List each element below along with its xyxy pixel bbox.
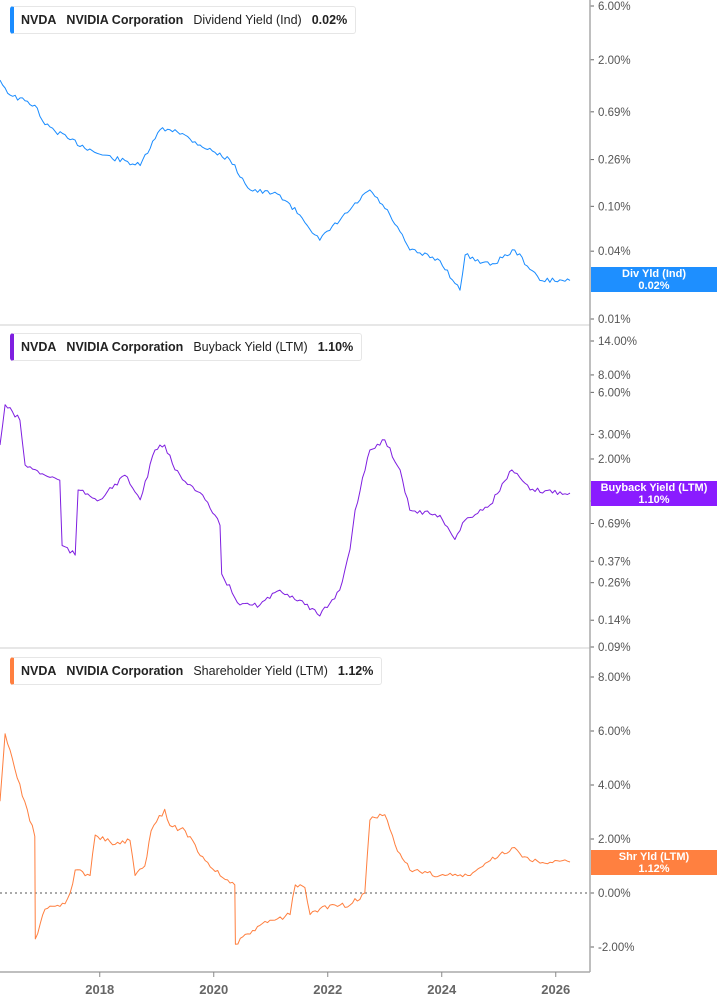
y-tick-label: 2.00% bbox=[598, 55, 631, 67]
legend-company: NVIDIA Corporation bbox=[66, 340, 184, 354]
y-tick-label: 0.14% bbox=[598, 615, 631, 627]
legend-buyback-yield: NVDA NVIDIA Corporation Buyback Yield (L… bbox=[10, 333, 363, 361]
series-line bbox=[0, 733, 571, 945]
y-tick-label: 0.26% bbox=[598, 578, 631, 590]
badge-value: 1.12% bbox=[638, 863, 670, 875]
legend-ticker: NVDA bbox=[21, 664, 57, 678]
legend-metric: Shareholder Yield (LTM) bbox=[193, 664, 328, 678]
badge-shareholder-yield: Shr Yld (LTM) 1.12% bbox=[591, 850, 717, 875]
badge-label: Shr Yld (LTM) bbox=[618, 851, 690, 863]
y-tick-label: 0.04% bbox=[598, 246, 631, 258]
legend-company: NVIDIA Corporation bbox=[66, 13, 184, 27]
series-line bbox=[0, 79, 571, 291]
legend-dividend-yield: NVDA NVIDIA Corporation Dividend Yield (… bbox=[10, 6, 357, 34]
badge-dividend-yield: Div Yld (Ind) 0.02% bbox=[591, 267, 717, 292]
x-tick-label: 2026 bbox=[541, 982, 570, 997]
y-tick-label: 2.00% bbox=[598, 454, 631, 466]
legend-metric: Buyback Yield (LTM) bbox=[193, 340, 308, 354]
x-tick-label: 2022 bbox=[313, 982, 342, 997]
legend-value: 0.02% bbox=[311, 13, 348, 27]
y-tick-label: 0.09% bbox=[598, 642, 631, 654]
x-tick-label: 2018 bbox=[85, 982, 114, 997]
y-tick-label: 0.69% bbox=[598, 519, 631, 531]
y-tick-label: 4.00% bbox=[598, 780, 631, 792]
legend-shareholder-yield: NVDA NVIDIA Corporation Shareholder Yiel… bbox=[10, 657, 383, 685]
y-tick-label: 8.00% bbox=[598, 672, 631, 684]
legend-value: 1.10% bbox=[317, 340, 354, 354]
y-tick-label: 8.00% bbox=[598, 370, 631, 382]
y-tick-label: 3.00% bbox=[598, 429, 631, 441]
badge-label: Buyback Yield (LTM) bbox=[600, 482, 708, 494]
y-tick-label: 2.00% bbox=[598, 834, 631, 846]
y-tick-label: 0.01% bbox=[598, 314, 631, 326]
badge-buyback-yield: Buyback Yield (LTM) 1.10% bbox=[591, 481, 717, 506]
badge-label: Div Yld (Ind) bbox=[622, 268, 686, 280]
badge-value: 0.02% bbox=[638, 280, 670, 292]
y-tick-label: -2.00% bbox=[598, 942, 634, 954]
y-tick-label: 0.10% bbox=[598, 201, 631, 213]
x-tick-label: 2024 bbox=[427, 982, 457, 997]
y-tick-label: 0.26% bbox=[598, 155, 631, 167]
series-line bbox=[0, 404, 571, 617]
legend-metric: Dividend Yield (Ind) bbox=[193, 13, 302, 27]
y-tick-label: 0.00% bbox=[598, 888, 631, 900]
x-tick-label: 2020 bbox=[199, 982, 228, 997]
y-tick-label: 6.00% bbox=[598, 1, 631, 13]
legend-company: NVIDIA Corporation bbox=[66, 664, 184, 678]
legend-value: 1.12% bbox=[337, 664, 374, 678]
y-tick-label: 0.69% bbox=[598, 107, 631, 119]
y-tick-label: 14.00% bbox=[598, 336, 637, 348]
legend-ticker: NVDA bbox=[21, 13, 57, 27]
badge-value: 1.10% bbox=[638, 494, 670, 506]
y-tick-label: 0.37% bbox=[598, 556, 631, 568]
y-tick-label: 6.00% bbox=[598, 726, 631, 738]
y-tick-label: 6.00% bbox=[598, 387, 631, 399]
legend-ticker: NVDA bbox=[21, 340, 57, 354]
